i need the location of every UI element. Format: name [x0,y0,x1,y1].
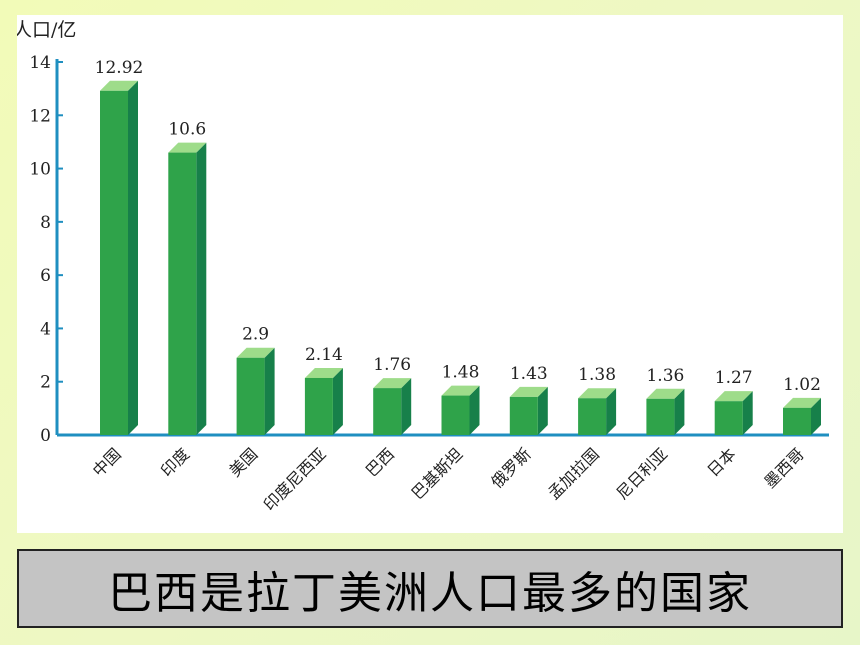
category-label: 日本 [703,444,739,480]
bar-value-label: 12.92 [95,58,144,78]
bar-side [606,388,617,435]
bar-top [578,388,617,399]
bar-side [401,378,412,435]
bar-side [674,388,685,435]
bar [509,386,548,435]
bar [783,397,821,435]
y-tick-label: 14 [29,53,51,73]
category-label: 印度 [157,444,193,480]
bar-top [783,397,821,408]
y-tick-label: 10 [29,160,51,180]
bar-side [332,367,343,435]
category-label: 巴西 [362,444,398,480]
y-tick-label: 2 [40,373,51,393]
bar [168,142,207,436]
bar-value-label: 1.36 [646,366,684,386]
bar-front [100,90,128,435]
population-bar-chart: 人口/亿 0 2 4 6 8 10 12 14 12.92 中国 10.6 印度 2.9 美国 2.14 印… [17,19,829,514]
bar-value-label: 2.9 [242,325,269,345]
bar-top [304,367,343,378]
bar-front [304,377,333,435]
y-tick-label: 4 [40,319,51,339]
bar-top [373,378,412,389]
bar-side [469,385,480,435]
bar-value-label: 1.38 [578,365,616,385]
category-label: 墨西哥 [760,444,807,491]
bar [373,378,412,435]
bar-front [714,401,743,435]
bar [646,388,685,435]
chart-panel: 人口/亿 0 2 4 6 8 10 12 14 12.92 中国 10.6 印度 2.9 美国 2.14 印… [17,15,843,533]
bar [304,367,343,435]
bar-value-label: 1.76 [373,355,411,375]
bar-front [236,357,265,435]
bar-side [196,142,207,435]
caption-box: 巴西是拉丁美洲人口最多的国家 [17,549,843,628]
bar [441,385,480,435]
bar [714,391,753,435]
bar-side [742,391,753,435]
bar-top [714,391,753,402]
bar-top [509,386,548,397]
y-tick-label: 8 [40,213,51,233]
bar-top [100,80,138,91]
bar-side [811,397,821,435]
category-label: 美国 [225,444,261,480]
bar-top [236,347,275,358]
bar-front [646,398,675,435]
bar-value-label: 1.27 [715,368,753,388]
category-label: 孟加拉国 [544,444,603,503]
category-label: 尼日利亚 [613,444,672,503]
category-label: 印度尼西亚 [260,444,330,514]
y-axis-label: 人口/亿 [17,19,76,41]
bar-front [373,388,402,435]
bar-front [168,152,197,436]
bar [578,388,617,435]
bar-side [264,347,275,435]
y-tick-label: 6 [40,266,51,286]
category-label: 巴基斯坦 [408,444,467,503]
bar-value-label: 1.43 [510,364,548,384]
bar-top [441,385,480,396]
bar [236,347,275,435]
bar-value-label: 1.02 [783,375,821,395]
bar-top [646,388,685,399]
bar-front [509,396,538,435]
bar [100,80,138,435]
y-tick-label: 0 [40,426,51,446]
y-tick-label: 12 [29,106,51,126]
bar-value-label: 2.14 [305,345,343,365]
bar-side [128,80,138,435]
bar-value-label: 1.48 [442,363,480,383]
category-label: 中国 [89,444,125,480]
bar-side [537,386,548,435]
bar-front [783,407,811,435]
bar-front [441,395,470,435]
bar-top [168,142,207,153]
bar-front [578,398,607,435]
caption-text: 巴西是拉丁美洲人口最多的国家 [108,567,752,619]
bar-value-label: 10.6 [168,120,206,140]
category-label: 俄罗斯 [487,444,534,491]
